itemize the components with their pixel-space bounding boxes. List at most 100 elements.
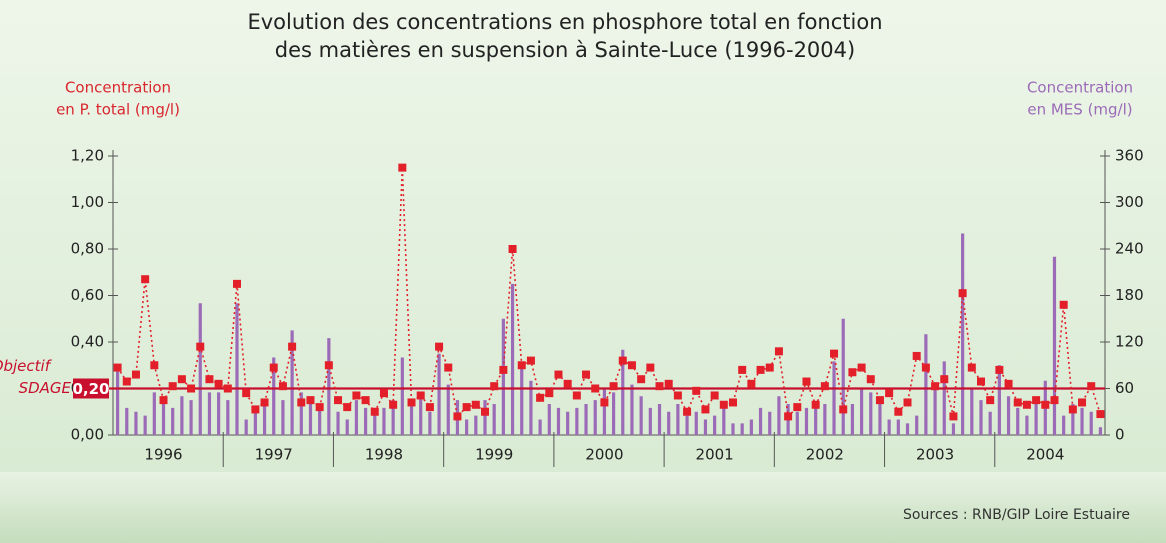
mes-bar: [832, 361, 836, 435]
mes-bar: [189, 400, 193, 435]
p-total-point: [710, 391, 719, 400]
p-total-point: [205, 375, 214, 384]
p-total-point: [481, 407, 489, 416]
p-total-point: [361, 396, 370, 405]
mes-bar: [685, 415, 689, 435]
mes-bar: [226, 400, 230, 435]
mes-bar: [1080, 407, 1084, 435]
p-total-point: [977, 377, 985, 386]
y-axis-label: en P. total (mg/l): [56, 101, 180, 119]
y-tick-label: 0,00: [71, 426, 104, 444]
y2-tick-label: 120: [1115, 333, 1144, 351]
p-total-point: [389, 400, 398, 409]
mes-bar: [134, 411, 138, 435]
mes-bar: [253, 407, 257, 435]
mes-bar: [648, 407, 652, 435]
mes-bar: [547, 404, 551, 435]
p-total-point: [242, 389, 251, 398]
y-axis-label: Concentration: [65, 79, 171, 97]
p-total-point: [1032, 396, 1041, 405]
p-total-point: [223, 384, 232, 393]
mes-bar: [758, 407, 763, 435]
mes-bar: [1089, 411, 1093, 435]
mes-bar: [483, 400, 487, 435]
mes-bar: [400, 357, 404, 435]
mes-bar: [382, 407, 386, 435]
mes-bar: [997, 365, 1001, 435]
mes-bar: [878, 400, 882, 435]
p-total-point: [1096, 410, 1105, 419]
p-total-point: [701, 405, 710, 414]
p-total-point: [278, 382, 287, 391]
mes-bar: [1016, 407, 1020, 435]
mes-bar: [492, 404, 496, 435]
mes-bar: [740, 423, 744, 435]
p-total-point: [875, 396, 884, 405]
mes-bar: [841, 318, 845, 435]
y2-tick-label: 300: [1115, 193, 1144, 211]
p-total-point: [352, 391, 361, 400]
mes-bar: [217, 392, 221, 435]
mes-bar: [1025, 415, 1029, 435]
p-total-point: [150, 361, 159, 370]
p-total-point: [187, 384, 196, 393]
mes-bar: [501, 318, 505, 435]
y-tick-label: 0,40: [71, 333, 104, 351]
mes-bar: [611, 392, 616, 435]
mes-bar: [639, 396, 643, 435]
mes-bar: [602, 388, 607, 435]
x-tick-label: 2003: [916, 446, 954, 464]
mes-bar: [924, 334, 928, 435]
x-tick-label: 1999: [475, 446, 513, 464]
p-total-point: [848, 368, 857, 377]
mes-bar: [327, 338, 331, 435]
p-total-point: [398, 163, 407, 172]
p-total-point: [1059, 300, 1068, 309]
mes-bar: [419, 396, 423, 435]
p-total-point: [820, 382, 829, 391]
mes-bar: [942, 361, 946, 435]
mes-bar: [262, 404, 267, 435]
target-value-label: 0,20: [72, 380, 109, 398]
mes-bar: [354, 400, 359, 435]
p-total-point: [1022, 400, 1031, 409]
mes-bar: [180, 396, 184, 435]
p-total-point: [958, 289, 967, 298]
mes-bar: [593, 400, 597, 435]
y-tick-label: 1,20: [71, 147, 104, 165]
p-total-point: [1013, 398, 1022, 407]
p-total-point: [159, 396, 168, 405]
p-total-point: [839, 405, 848, 414]
mes-bar: [198, 303, 202, 435]
p-total-point: [912, 351, 921, 360]
p-total-point: [168, 382, 177, 391]
p-total-point: [425, 403, 434, 412]
chart-title: Evolution des concentrations en phosphor…: [247, 10, 882, 34]
mes-bar: [915, 415, 919, 435]
mes-bar: [905, 423, 910, 435]
mes-bar: [676, 404, 680, 435]
p-total-point: [866, 375, 875, 384]
mes-bar: [244, 419, 248, 435]
p-total-point: [113, 363, 122, 372]
mes-bar: [621, 349, 625, 435]
mes-bar: [961, 233, 965, 435]
p-total-point: [931, 382, 940, 391]
mes-bar: [575, 407, 579, 435]
p-total-point: [765, 363, 774, 372]
x-tick-label: 2001: [696, 446, 734, 464]
p-total-point: [747, 379, 756, 388]
p-total-point: [949, 412, 958, 421]
mes-bar: [520, 365, 524, 435]
mes-bar: [290, 330, 294, 435]
x-tick-label: 2004: [1026, 446, 1064, 464]
mes-bar: [125, 407, 129, 435]
p-total-point: [609, 382, 618, 391]
mes-bar: [749, 419, 753, 435]
p-total-point: [756, 365, 765, 374]
p-total-point: [141, 275, 150, 284]
source: Sources : RNB/GIP Loire Estuaire: [903, 507, 1130, 523]
mes-bar: [465, 419, 469, 435]
mes-bar: [345, 419, 349, 435]
mes-bar: [318, 404, 322, 435]
